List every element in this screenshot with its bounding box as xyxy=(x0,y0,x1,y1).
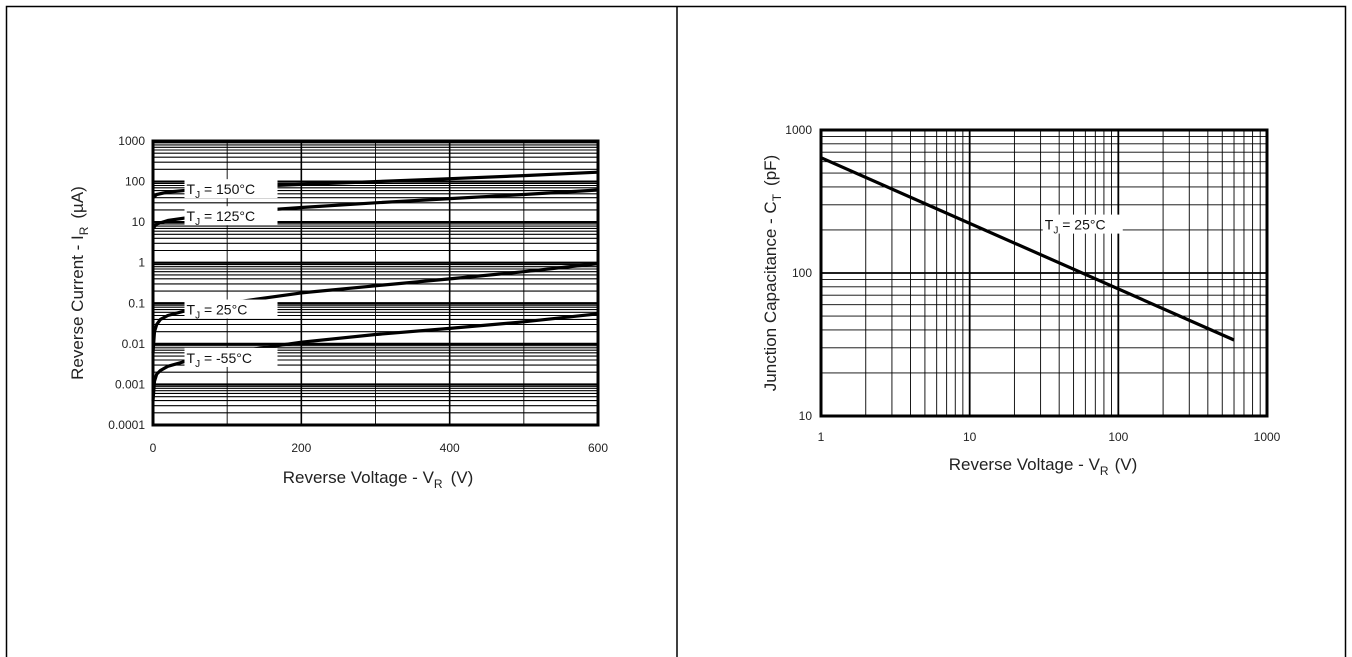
c2-series-label: TJ = 25°C xyxy=(1045,217,1106,237)
c1-series-label: TJ = 150°C xyxy=(187,181,256,201)
c2-gridlines xyxy=(821,130,1267,416)
c1-series-label-suffix: = 25°C xyxy=(200,302,247,318)
outer-frame xyxy=(5,5,1347,657)
c1-series-label-prefix: T xyxy=(187,208,196,224)
c1-series-label-suffix: = 150°C xyxy=(200,181,255,197)
c1-x-tick: 600 xyxy=(588,441,608,455)
c1-series-label-sub: J xyxy=(195,217,200,228)
c1-series-label-suffix: = -55°C xyxy=(200,350,252,366)
c1-x-axis-label: Reverse Voltage - VR (V) xyxy=(283,468,474,491)
c2-series-line-0 xyxy=(820,156,1235,342)
c1-x-tick: 0 xyxy=(150,441,157,455)
c2-series-label-suffix: = 25°C xyxy=(1058,217,1105,233)
c1-x-tick: 200 xyxy=(291,441,311,455)
c2-series-group xyxy=(820,156,1235,342)
c2-label-bg xyxy=(1042,214,1123,234)
c1-y-tick: 0.01 xyxy=(122,337,146,351)
c2-y-tick-labels: 10 100 1000 xyxy=(785,123,812,423)
c1-series-label-prefix: T xyxy=(187,302,196,318)
c1-y-tick: 10 xyxy=(132,215,146,229)
c1-label-bg xyxy=(184,299,278,319)
c1-label-bg xyxy=(184,206,278,226)
c1-y-tick: 0.0001 xyxy=(108,418,145,432)
c2-curve-labels: TJ = 25°C xyxy=(1042,214,1123,237)
c1-series-label-sub: J xyxy=(195,359,200,370)
c1-y-tick: 0.1 xyxy=(128,296,145,310)
c1-gridlines xyxy=(153,141,598,427)
c2-x-tick: 1000 xyxy=(1254,430,1281,444)
c2-x-tick: 1 xyxy=(818,430,825,444)
c1-x-tick: 400 xyxy=(440,441,460,455)
c1-series-label: TJ = -55°C xyxy=(187,350,252,370)
c1-y-tick: 100 xyxy=(125,175,145,189)
c2-x-tick: 100 xyxy=(1108,430,1128,444)
c1-y-tick: 1 xyxy=(138,256,145,270)
c2-y-axis-label: Junction Capacitance - CT(pF) xyxy=(761,155,784,391)
c2-plot-frame xyxy=(819,128,1269,418)
c1-label-bg xyxy=(184,179,278,199)
c1-series-label-sub: J xyxy=(195,190,200,201)
c2-y-tick: 1000 xyxy=(785,123,812,137)
c1-series-label: TJ = 125°C xyxy=(187,208,256,228)
c1-y-tick: 1000 xyxy=(118,134,145,148)
c2-x-axis-label: Reverse Voltage - VR (V) xyxy=(949,455,1138,478)
c2-x-tick: 10 xyxy=(963,430,977,444)
c1-y-axis-label: Reverse Current - IR(µA) xyxy=(68,186,91,380)
c1-label-bg xyxy=(184,347,278,367)
c1-series-label-sub: J xyxy=(195,311,200,322)
c1-series-label-prefix: T xyxy=(187,350,196,366)
c1-series-label-prefix: T xyxy=(187,181,196,197)
c1-x-tick-labels: 0 200 400 600 xyxy=(150,441,609,455)
c2-y-tick: 100 xyxy=(792,266,812,280)
junction-capacitance-chart: TJ = 25°C 1 10 100 1000 10 100 1000 Reverse V… xyxy=(761,123,1281,478)
c1-y-tick: 0.001 xyxy=(115,377,145,391)
c1-plot-frame xyxy=(151,139,600,427)
c1-y-tick-labels: 0.0001 0.001 0.01 0.1 1 10 100 1000 xyxy=(108,134,145,432)
reverse-current-chart: TJ = 150°CTJ = 125°CTJ = 25°CTJ = -55°C … xyxy=(68,134,608,491)
c2-x-tick-labels: 1 10 100 1000 xyxy=(818,430,1281,444)
c1-series-label: TJ = 25°C xyxy=(187,302,248,322)
c2-y-tick: 10 xyxy=(799,409,813,423)
c1-curve-labels: TJ = 150°CTJ = 125°CTJ = 25°CTJ = -55°C xyxy=(184,179,278,370)
c1-series-label-suffix: = 125°C xyxy=(200,208,255,224)
c2-series-label-sub: J xyxy=(1053,226,1058,237)
c2-series-label-prefix: T xyxy=(1045,217,1054,233)
